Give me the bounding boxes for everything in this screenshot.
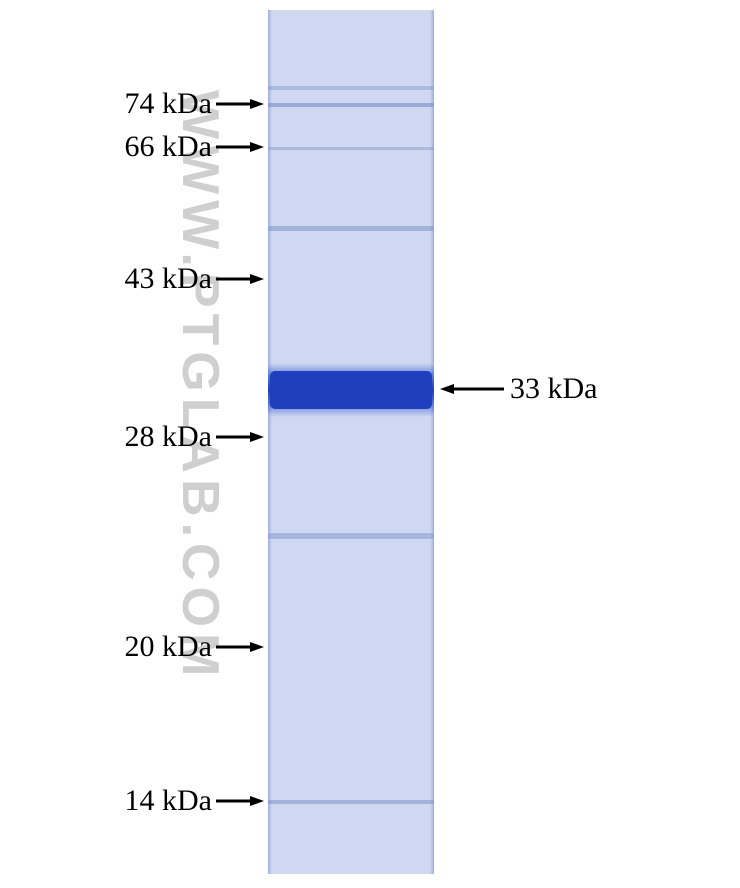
arrow-right-icon bbox=[216, 140, 264, 154]
arrow-right-icon bbox=[216, 640, 264, 654]
main-band-text: 33 kDa bbox=[510, 372, 597, 406]
gel-image: WWW.PTGLAB.COM 74 kDa 66 kDa 43 kDa 28 k… bbox=[0, 0, 740, 888]
marker-label: 28 kDa bbox=[0, 416, 264, 458]
marker-text: 28 kDa bbox=[125, 420, 212, 454]
ladder-band bbox=[268, 147, 434, 150]
faint-band bbox=[268, 533, 434, 539]
watermark-text: WWW.PTGLAB.COM bbox=[170, 90, 230, 682]
marker-label: 14 kDa bbox=[0, 780, 264, 822]
marker-label: 66 kDa bbox=[0, 126, 264, 168]
arrow-right-icon bbox=[216, 97, 264, 111]
arrow-right-icon bbox=[216, 430, 264, 444]
marker-text: 20 kDa bbox=[125, 630, 212, 664]
marker-text: 66 kDa bbox=[125, 130, 212, 164]
ladder-band bbox=[268, 800, 434, 804]
marker-label: 74 kDa bbox=[0, 83, 264, 125]
marker-text: 14 kDa bbox=[125, 784, 212, 818]
marker-label: 43 kDa bbox=[0, 258, 264, 300]
faint-band bbox=[268, 86, 434, 90]
arrow-left-icon bbox=[440, 382, 504, 396]
main-band-label: 33 kDa bbox=[440, 368, 597, 410]
gel-lane bbox=[268, 10, 434, 874]
main-band-core bbox=[270, 371, 432, 409]
marker-label: 20 kDa bbox=[0, 626, 264, 668]
ladder-band bbox=[268, 103, 434, 107]
faint-band bbox=[268, 226, 434, 231]
marker-text: 43 kDa bbox=[125, 262, 212, 296]
arrow-right-icon bbox=[216, 794, 264, 808]
arrow-right-icon bbox=[216, 272, 264, 286]
marker-text: 74 kDa bbox=[125, 87, 212, 121]
